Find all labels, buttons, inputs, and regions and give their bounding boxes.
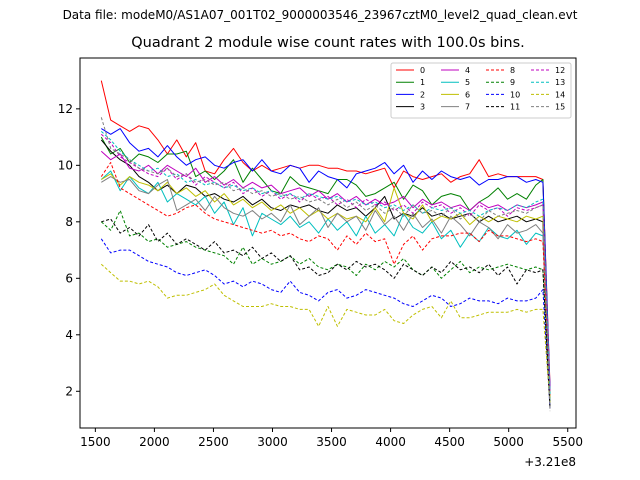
y-axis: 2 4 6 8 10 12 [58,102,80,398]
series-lines [100,80,551,412]
y-tick-label: 4 [65,328,73,342]
legend-label-14: 14 [555,90,565,99]
legend-label-6: 6 [465,90,470,99]
legend-label-9: 9 [510,78,515,87]
x-tick-label: 2000 [139,435,170,449]
series-line-0 [100,80,551,386]
series-line-10 [100,238,551,409]
legend-box [390,62,572,119]
legend-label-0: 0 [420,66,425,75]
chart-title: Quadrant 2 module wise count rates with … [131,35,525,51]
x-tick-label: 2500 [198,435,229,449]
y-tick-label: 10 [58,158,73,172]
legend-label-15: 15 [555,103,565,112]
x-axis-offset-label: +3.21e8 [524,455,576,469]
legend-label-8: 8 [510,66,515,75]
series-line-12 [100,133,551,392]
series-line-9 [100,210,551,406]
data-file-suptitle: Data file: modeM0/AS1A07_001T02_90000035… [62,8,578,22]
legend-label-7: 7 [465,103,470,112]
legend-label-3: 3 [420,103,425,112]
series-line-5 [100,170,551,400]
legend-label-10: 10 [510,90,520,99]
series-line-11 [101,218,551,409]
series-line-2 [101,128,551,389]
legend-label-4: 4 [465,66,470,75]
legend-label-11: 11 [510,103,520,112]
series-line-7 [101,176,551,406]
y-tick-label: 8 [65,215,73,229]
legend-label-13: 13 [555,78,565,87]
x-tick-label: 3500 [316,435,347,449]
series-line-14 [100,263,551,403]
x-tick-label: 3000 [257,435,288,449]
y-tick-label: 6 [65,271,73,285]
series-line-3 [100,139,551,403]
x-tick-label: 4000 [375,435,406,449]
x-tick-label: 5000 [493,435,524,449]
x-tick-label: 4500 [434,435,465,449]
legend-label-12: 12 [555,66,565,75]
legend-label-2: 2 [420,90,425,99]
y-tick-label: 12 [58,102,73,116]
legend-label-1: 1 [420,78,425,87]
x-axis: 1500 2000 2500 3000 3500 4000 4500 5000 5500 [80,428,583,449]
plot-frame [79,57,577,429]
series-line-15 [100,117,551,412]
series-line-4 [100,150,551,395]
y-tick-label: 2 [65,384,73,398]
series-line-8 [100,162,551,397]
x-tick-label: 1500 [80,435,111,449]
legend-label-5: 5 [465,78,470,87]
x-tick-label: 5500 [552,435,583,449]
series-line-13 [100,131,551,395]
